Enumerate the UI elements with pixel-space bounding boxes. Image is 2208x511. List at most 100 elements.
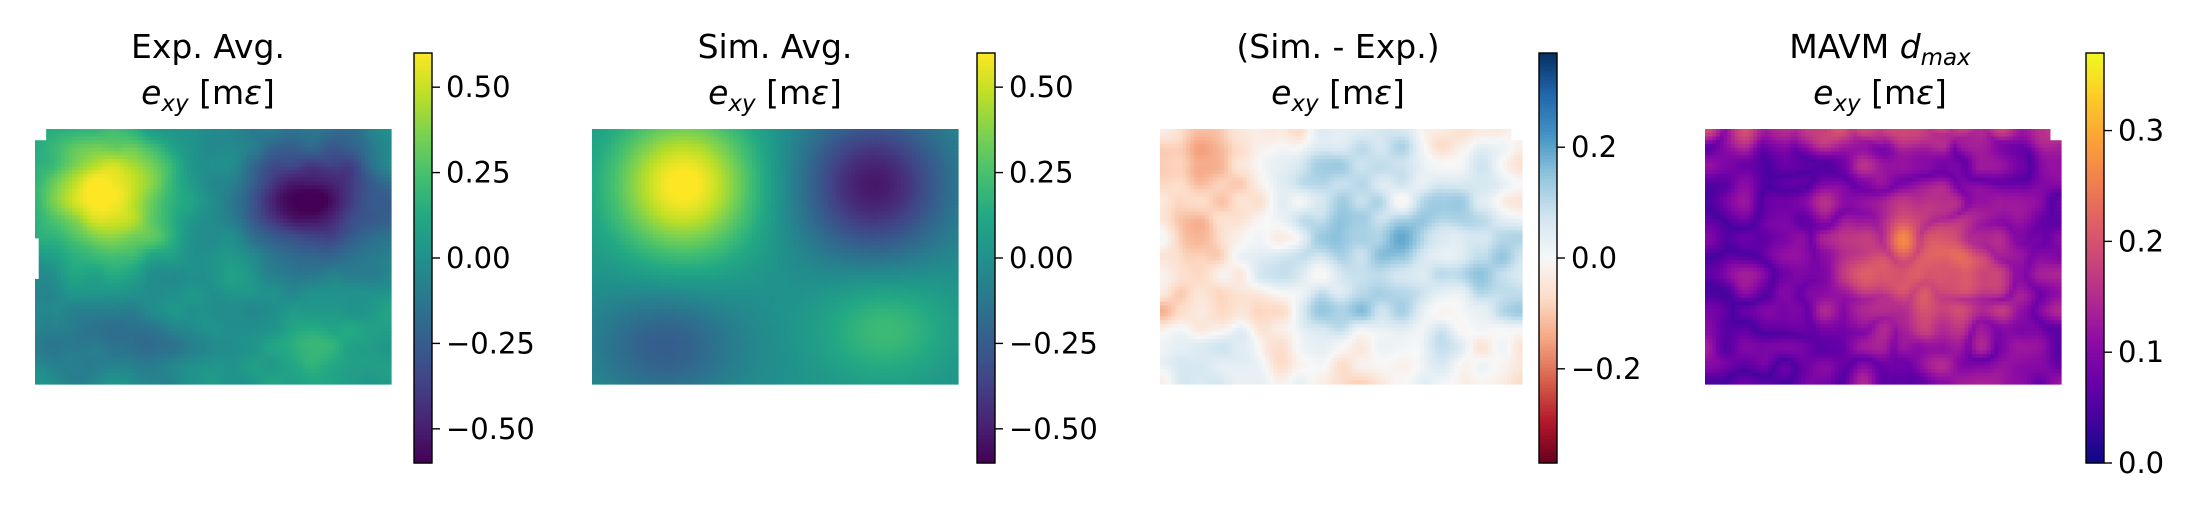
heatmap-cell bbox=[295, 163, 299, 167]
heatmap-cell bbox=[313, 204, 317, 208]
heatmap-cell bbox=[161, 230, 165, 234]
heatmap-cell bbox=[80, 275, 84, 279]
heatmap-cell bbox=[369, 129, 373, 133]
heatmap-cell bbox=[120, 275, 124, 279]
heatmap-cell bbox=[165, 268, 169, 272]
heatmap-cell bbox=[243, 264, 247, 268]
heatmap-cell bbox=[224, 298, 228, 302]
heatmap-cell bbox=[206, 208, 210, 212]
heatmap-cell bbox=[302, 140, 306, 144]
heatmap-cell bbox=[80, 302, 84, 306]
heatmap-cell bbox=[139, 290, 143, 294]
heatmap-cell bbox=[235, 215, 239, 219]
heatmap-cell bbox=[261, 129, 265, 133]
heatmap-cell bbox=[254, 163, 258, 167]
heatmap-cell bbox=[228, 159, 232, 163]
heatmap-cell bbox=[387, 279, 391, 283]
heatmap-cell bbox=[206, 227, 210, 231]
heatmap-cell bbox=[54, 144, 58, 148]
heatmap-cell bbox=[291, 264, 295, 268]
heatmap-cell bbox=[209, 208, 213, 212]
heatmap-cell bbox=[35, 185, 39, 189]
heatmap-cell bbox=[94, 264, 98, 268]
heatmap-cell bbox=[87, 200, 91, 204]
heatmap-cell bbox=[143, 133, 147, 137]
heatmap-cell bbox=[239, 253, 243, 257]
heatmap-cell bbox=[83, 230, 87, 234]
heatmap-cell bbox=[350, 178, 354, 182]
heatmap-cell bbox=[117, 219, 121, 223]
heatmap-cell bbox=[276, 215, 280, 219]
heatmap-cell bbox=[157, 245, 161, 249]
heatmap-cell bbox=[46, 197, 50, 201]
heatmap-cell bbox=[209, 317, 213, 321]
heatmap-cell bbox=[120, 257, 124, 261]
heatmap-cell bbox=[109, 320, 113, 324]
heatmap-cell bbox=[183, 197, 187, 201]
heatmap-cell bbox=[176, 305, 180, 309]
heatmap-cell bbox=[243, 272, 247, 276]
heatmap-cell bbox=[369, 238, 373, 242]
heatmap-cell bbox=[42, 227, 46, 231]
heatmap-cell bbox=[306, 212, 310, 216]
heatmap-cell bbox=[180, 227, 184, 231]
heatmap-cell bbox=[254, 223, 258, 227]
heatmap-cell bbox=[46, 178, 50, 182]
heatmap-cell bbox=[343, 133, 347, 137]
heatmap-cell bbox=[135, 223, 139, 227]
heatmap-cell bbox=[57, 163, 61, 167]
heatmap-cell bbox=[143, 208, 147, 212]
heatmap-cell bbox=[354, 245, 358, 249]
heatmap-cell bbox=[39, 197, 43, 201]
heatmap-cell bbox=[54, 197, 58, 201]
heatmap-cell bbox=[146, 302, 150, 306]
heatmap-cell bbox=[169, 212, 173, 216]
heatmap-cell bbox=[98, 185, 102, 189]
heatmap-cell bbox=[298, 249, 302, 253]
heatmap-cell bbox=[309, 129, 313, 133]
heatmap-cell bbox=[98, 302, 102, 306]
heatmap-cell bbox=[57, 275, 61, 279]
heatmap-cell bbox=[217, 287, 221, 291]
heatmap-cell bbox=[183, 167, 187, 171]
heatmap-cell bbox=[295, 234, 299, 238]
heatmap-cell bbox=[91, 159, 95, 163]
heatmap-cell bbox=[283, 174, 287, 178]
heatmap-cell bbox=[250, 290, 254, 294]
heatmap-cell bbox=[87, 305, 91, 309]
heatmap-cell bbox=[287, 170, 291, 174]
heatmap-cell bbox=[365, 294, 369, 298]
heatmap-cell bbox=[372, 170, 376, 174]
heatmap-cell bbox=[46, 324, 50, 328]
heatmap-cell bbox=[295, 257, 299, 261]
heatmap-cell bbox=[298, 219, 302, 223]
heatmap-cell bbox=[161, 275, 165, 279]
heatmap-cell bbox=[250, 242, 254, 246]
heatmap-cell bbox=[68, 302, 72, 306]
heatmap-cell bbox=[306, 305, 310, 309]
heatmap-cell bbox=[172, 182, 176, 186]
heatmap-cell bbox=[105, 155, 109, 159]
heatmap-cell bbox=[220, 167, 224, 171]
heatmap-cell bbox=[339, 242, 343, 246]
heatmap-cell bbox=[258, 193, 262, 197]
heatmap-cell bbox=[354, 174, 358, 178]
heatmap-cell bbox=[61, 309, 65, 313]
heatmap-cell bbox=[180, 260, 184, 264]
heatmap-cell bbox=[306, 167, 310, 171]
heatmap-cell bbox=[202, 230, 206, 234]
heatmap-cell bbox=[161, 170, 165, 174]
heatmap-cell bbox=[157, 137, 161, 141]
heatmap-cell bbox=[272, 129, 276, 133]
heatmap-cell bbox=[339, 219, 343, 223]
heatmap-cell bbox=[68, 200, 72, 204]
heatmap-cell bbox=[157, 298, 161, 302]
heatmap-cell bbox=[335, 182, 339, 186]
heatmap-cell bbox=[328, 208, 332, 212]
heatmap-cell bbox=[343, 309, 347, 313]
heatmap-cell bbox=[76, 275, 80, 279]
heatmap-cell bbox=[161, 302, 165, 306]
heatmap-cell bbox=[384, 287, 388, 291]
heatmap-cell bbox=[146, 238, 150, 242]
heatmap-cell bbox=[143, 200, 147, 204]
